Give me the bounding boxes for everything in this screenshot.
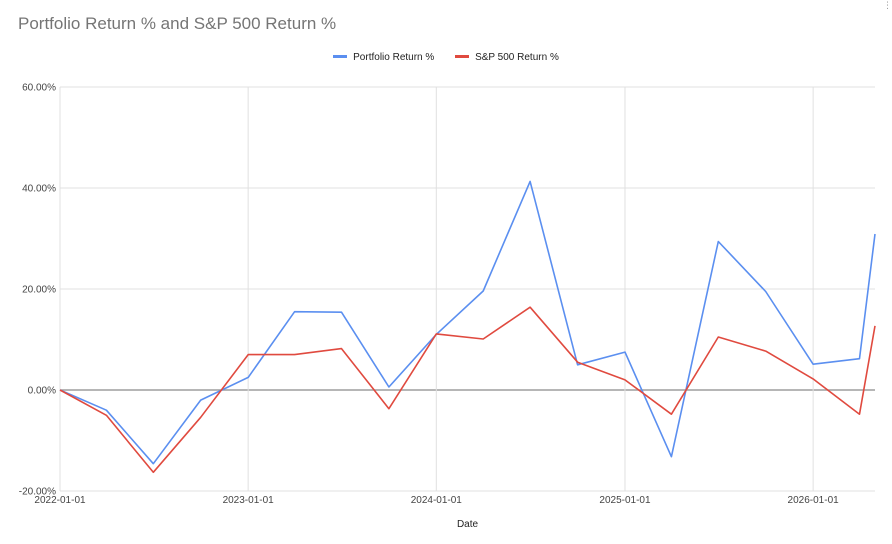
x-tick-label: 2023-01-01 <box>223 495 275 506</box>
grid-layer <box>59 86 875 492</box>
x-tick-label: 2022-01-01 <box>34 495 86 506</box>
x-tick-label: 2026-01-01 <box>788 495 840 506</box>
y-tick-label: 60.00% <box>22 83 56 94</box>
x-tick-label: 2025-01-01 <box>599 495 651 506</box>
series-line-sp500 <box>59 306 876 474</box>
tick-layer: -20.00% 0.00% 20.00% 40.00% 60.00% 2022-01-01… <box>19 83 839 507</box>
legend-label-portfolio: Portfolio Return % <box>353 52 435 63</box>
legend-item-sp500[interactable]: S&P 500 Return % <box>455 52 559 63</box>
legend-label-sp500: S&P 500 Return % <box>475 52 559 63</box>
legend-swatch-portfolio <box>333 54 348 58</box>
x-axis-title: Date <box>457 519 479 530</box>
series-layer <box>59 180 876 474</box>
more-options-icon[interactable]: ⋮ <box>883 0 892 10</box>
x-tick-label: 2024-01-01 <box>411 495 463 506</box>
y-tick-label: 40.00% <box>22 184 56 195</box>
legend-swatch-sp500 <box>455 54 470 58</box>
y-tick-label: -20.00% <box>19 487 56 498</box>
y-tick-label: 20.00% <box>22 285 56 296</box>
chart-title: Portfolio Return % and S&P 500 Return % <box>18 14 337 33</box>
legend-item-portfolio[interactable]: Portfolio Return % <box>333 52 434 63</box>
y-tick-label: 0.00% <box>28 386 56 397</box>
series-line-portfolio <box>59 180 876 465</box>
legend: Portfolio Return % S&P 500 Return % <box>0 52 892 63</box>
